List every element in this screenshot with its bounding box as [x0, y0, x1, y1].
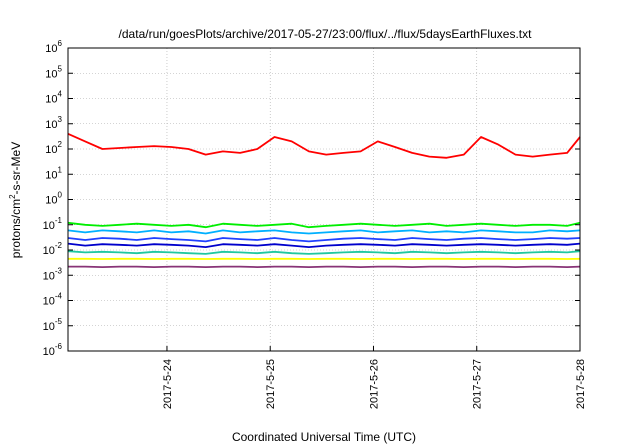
- y-axis: 10-6 10-5 10-4 10-3 10-2 10-1 100 101 102 103 104 1…: [43, 39, 580, 358]
- x-tick-label: 2017-5-28: [575, 359, 587, 409]
- series-line-3: [67, 229, 581, 235]
- x-tick-label: 2017-5-26: [368, 359, 380, 409]
- y-tick-label: 10-6: [43, 342, 63, 358]
- grid: [68, 48, 580, 351]
- x-axis: 2017-5-24 2017-5-25 2017-5-26 2017-5-27 2017…: [162, 346, 587, 409]
- y-tick-label: 101: [45, 165, 62, 181]
- y-tick-label: 104: [45, 90, 62, 106]
- x-tick-label: 2017-5-25: [265, 359, 277, 409]
- y-tick-label: 100: [45, 191, 62, 207]
- y-tick-label: 10-2: [43, 241, 63, 257]
- series-layer: [67, 132, 581, 268]
- chart-title: /data/run/goesPlots/archive/2017-05-27/2…: [119, 27, 533, 41]
- y-tick-label: 10-4: [43, 292, 63, 308]
- x-tick-label: 2017-5-27: [472, 359, 484, 409]
- y-axis-label: protons/cm2-s-sr-MeV: [8, 142, 23, 258]
- y-tick-label: 10-1: [43, 216, 63, 232]
- series-line-4: [67, 237, 581, 243]
- y-tick-label: 105: [45, 64, 62, 80]
- y-tick-label: 106: [45, 39, 62, 55]
- y-tick-label: 10-3: [43, 266, 63, 282]
- series-line-8: [68, 265, 581, 268]
- y-tick-label: 103: [45, 115, 62, 131]
- x-tick-label: 2017-5-24: [162, 359, 174, 409]
- y-tick-label: 10-5: [43, 317, 63, 333]
- series-line-6: [67, 250, 581, 255]
- x-axis-label: Coordinated Universal Time (UTC): [232, 430, 416, 444]
- series-line-2: [67, 221, 581, 229]
- y-tick-label: 102: [45, 140, 62, 156]
- series-line-1: [67, 132, 581, 159]
- series-line-5: [67, 242, 581, 248]
